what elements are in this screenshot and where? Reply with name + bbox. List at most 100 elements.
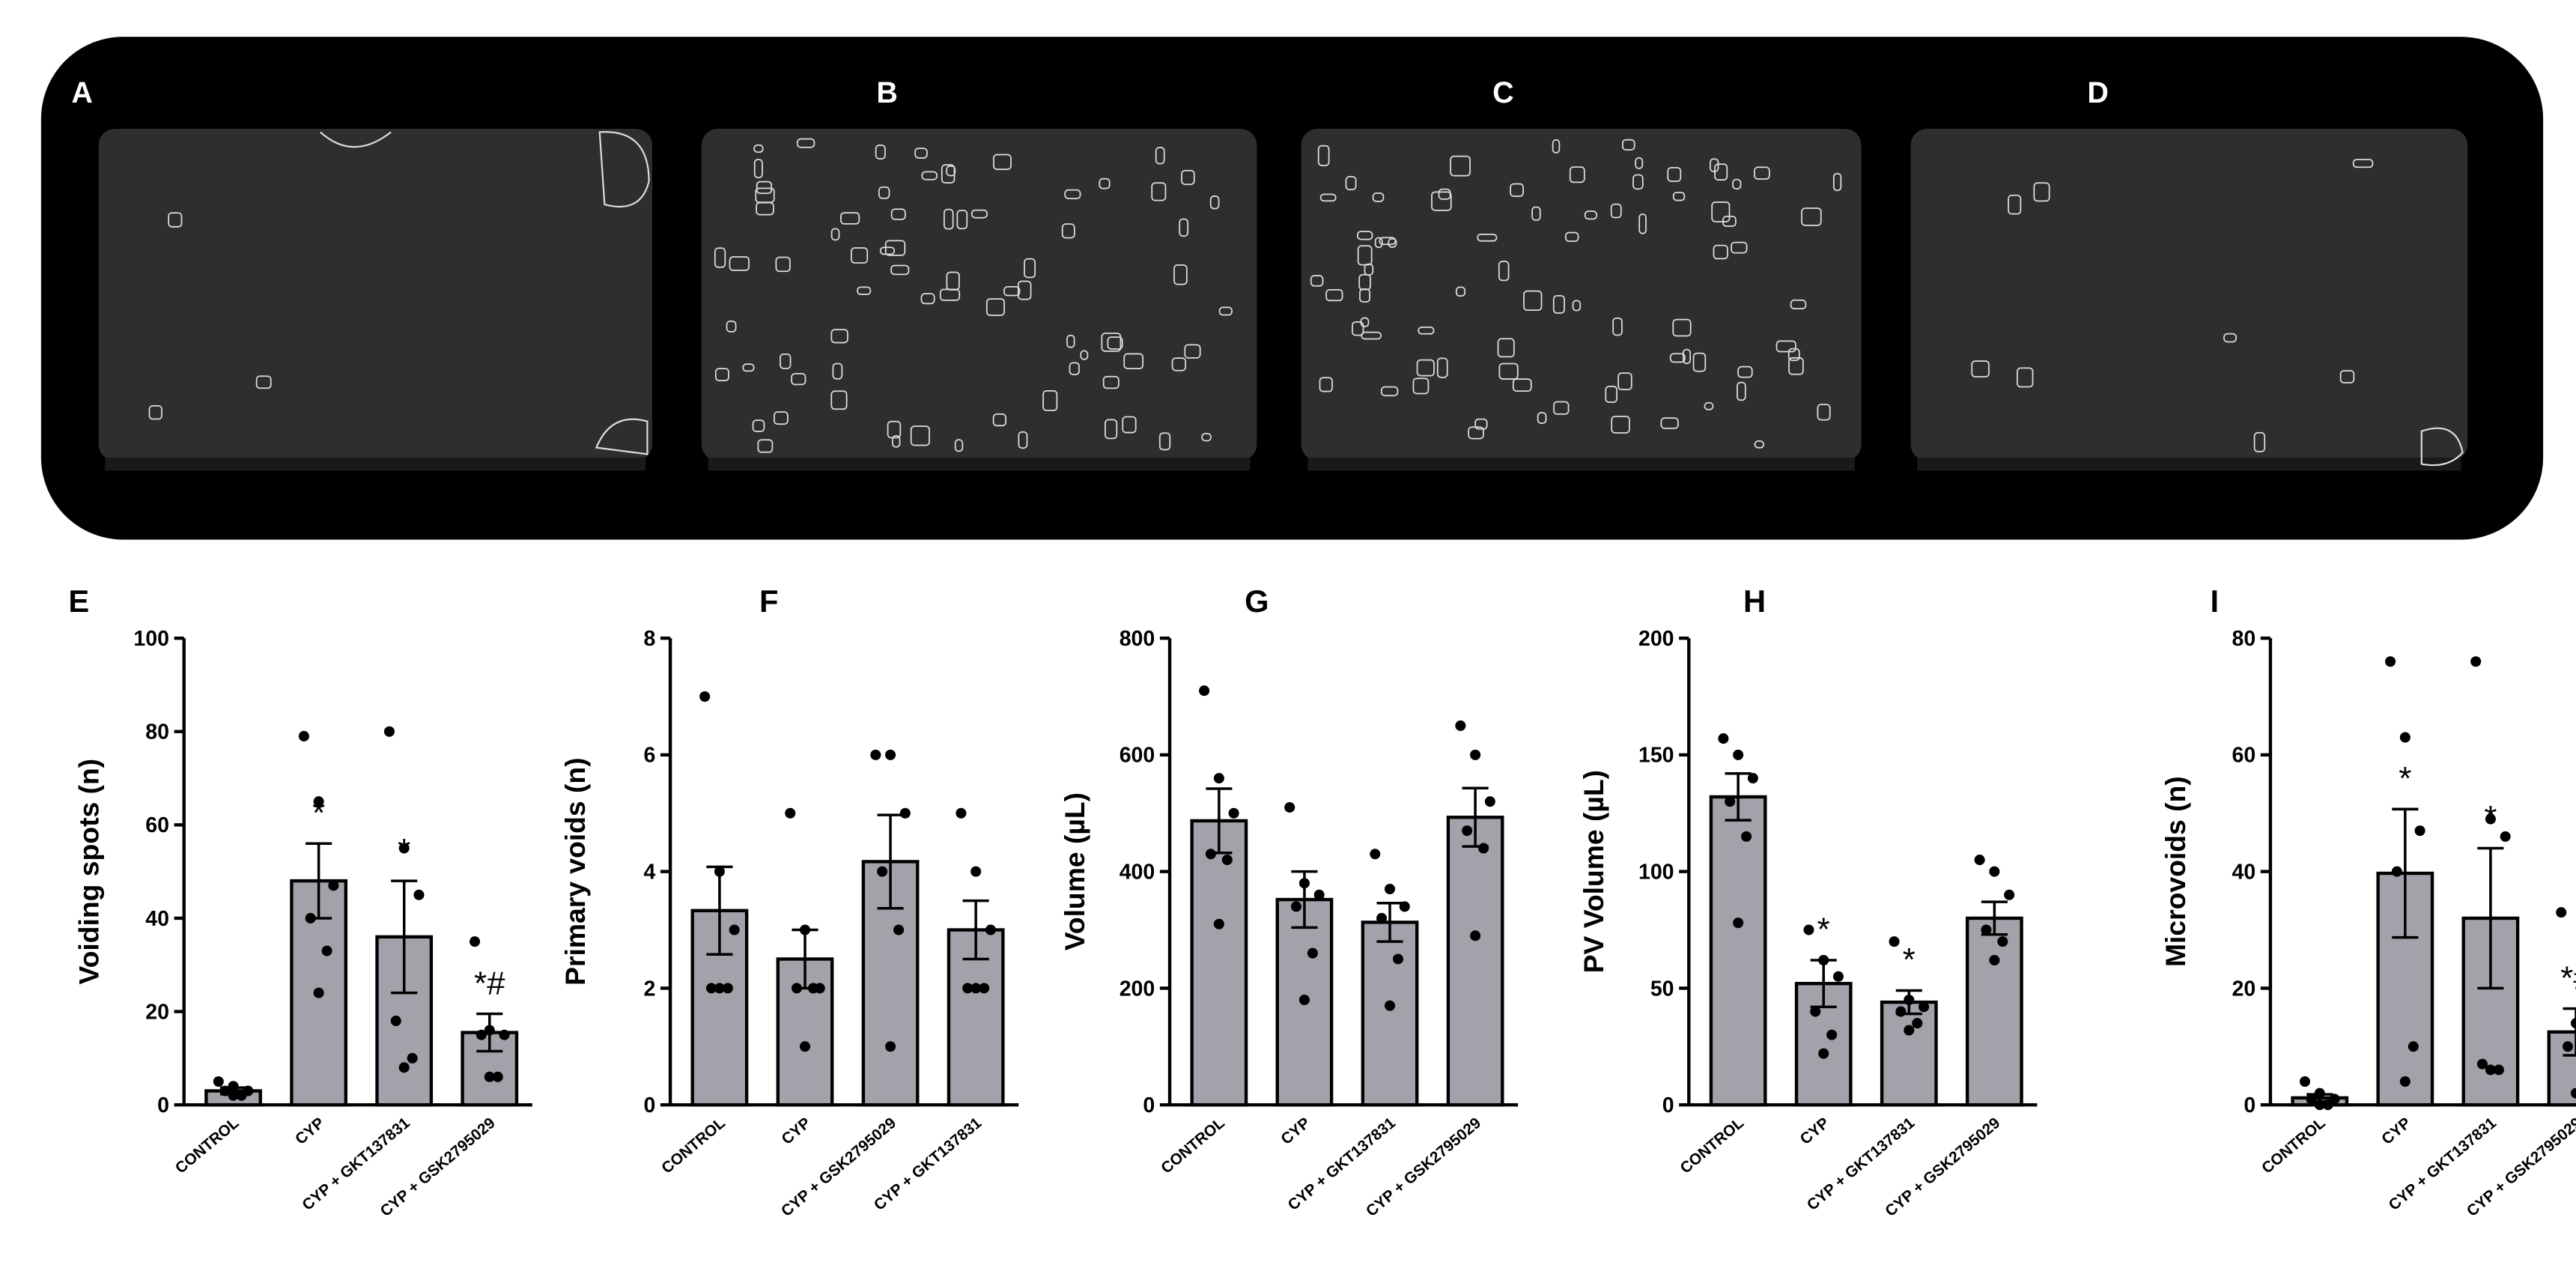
void-spot-outline: [956, 210, 968, 230]
data-point: [2500, 831, 2511, 842]
data-point: [1399, 901, 1410, 912]
void-spot-outline: [1801, 207, 1822, 226]
data-point: [714, 866, 725, 877]
void-spot-outline: [756, 181, 773, 195]
data-point: [1803, 924, 1814, 935]
y-tick-label: 0: [643, 1094, 655, 1117]
significance-marker: *: [312, 795, 325, 831]
data-point: [2570, 1088, 2576, 1099]
void-spot-outline: [1754, 166, 1770, 180]
data-point: [1385, 883, 1396, 895]
image-shadow: [1917, 457, 2461, 471]
void-spot-outline: [857, 286, 872, 295]
bar: [1880, 1000, 1938, 1107]
y-tick-label: 600: [1120, 744, 1155, 768]
void-spot-outline: [1552, 294, 1565, 314]
data-point: [1904, 1025, 1915, 1036]
void-spot-outline: [1061, 223, 1075, 239]
void-spot-outline: [1218, 306, 1233, 316]
data-point: [722, 983, 733, 994]
void-spot-outline: [1123, 353, 1144, 369]
void-spot-outline: [1107, 336, 1123, 350]
void-spot-outline: [1201, 432, 1212, 442]
data-point: [1733, 917, 1744, 929]
data-point: [799, 1041, 811, 1052]
void-spot-outline: [1017, 280, 1032, 300]
y-tick-label: 100: [133, 627, 169, 651]
void-spot-outline: [1319, 193, 1337, 202]
data-point: [1213, 918, 1224, 929]
data-point: [1981, 924, 1992, 935]
y-tick-label: 80: [2232, 627, 2255, 651]
panel-letter: H: [1743, 583, 1766, 619]
void-spot-outline: [255, 375, 272, 389]
data-point: [1826, 1029, 1838, 1040]
void-spot-outline: [1317, 145, 1330, 166]
bar: [1446, 816, 1504, 1107]
data-point: [2485, 1064, 2496, 1076]
void-spot-outline: [1374, 237, 1383, 249]
void-spot-outline: [2420, 427, 2464, 467]
void-spot-outline: [1572, 300, 1582, 312]
void-spot-outline: [773, 411, 789, 425]
significance-marker: *: [1903, 941, 1916, 978]
data-point: [970, 983, 982, 994]
data-point: [1741, 831, 1752, 842]
void-spot-outline: [946, 271, 960, 291]
data-point: [877, 866, 888, 877]
void-spot-outline: [2033, 182, 2050, 202]
data-point: [979, 983, 990, 994]
void-spot-outline: [993, 154, 1012, 170]
data-point: [885, 749, 896, 760]
void-spot-outline: [1357, 245, 1373, 266]
data-point: [985, 924, 996, 935]
void-spot-outline: [726, 320, 737, 333]
data-point: [799, 924, 811, 935]
void-spot-outline: [1775, 340, 1796, 353]
data-point: [2470, 656, 2482, 667]
x-tick-label: CONTROL: [658, 1114, 729, 1177]
void-spot-outline: [830, 329, 848, 344]
data-point: [1818, 955, 1829, 966]
data-point: [390, 1016, 401, 1027]
void-spot-outline: [920, 293, 935, 305]
data-point: [1470, 749, 1481, 760]
data-point: [885, 1041, 896, 1052]
data-point: [313, 987, 324, 998]
void-spot-outline: [1352, 321, 1364, 336]
void-spot-outline: [832, 363, 843, 380]
data-point: [1205, 849, 1216, 860]
data-point: [2493, 1064, 2504, 1076]
void-spot-outline: [1450, 155, 1471, 177]
data-point: [2476, 1058, 2488, 1070]
data-point: [1832, 971, 1844, 982]
y-tick-label: 4: [643, 861, 655, 885]
data-point: [970, 866, 982, 877]
void-spot-outline: [1731, 241, 1748, 254]
void-spot-outline: [2008, 194, 2022, 215]
data-point: [2408, 1041, 2419, 1052]
void-spot-outline: [757, 439, 774, 453]
significance-marker: *: [2484, 799, 2497, 836]
data-point: [298, 730, 309, 741]
x-tick-label: CYP: [778, 1114, 814, 1148]
y-tick-label: 0: [157, 1094, 169, 1117]
significance-marker: *#: [474, 965, 505, 1001]
void-spot-outline: [875, 145, 886, 160]
void-spot-outline: [598, 131, 650, 208]
void-spot-outline: [1682, 348, 1691, 365]
void-spot-outline: [1584, 210, 1597, 220]
void-spot-outline: [1372, 192, 1385, 202]
void-spot-outline: [1102, 375, 1120, 389]
significance-marker: *: [1817, 912, 1830, 948]
significance-marker: *: [398, 832, 410, 869]
data-point: [1818, 1048, 1829, 1059]
void-spot-outline: [752, 419, 765, 432]
x-tick-label: CYP: [1797, 1114, 1833, 1148]
data-point: [1290, 901, 1301, 912]
data-point: [383, 726, 395, 737]
panel-letter: F: [759, 583, 778, 619]
void-spot-outline: [168, 212, 183, 228]
data-point: [792, 983, 803, 994]
data-point: [492, 1071, 503, 1082]
